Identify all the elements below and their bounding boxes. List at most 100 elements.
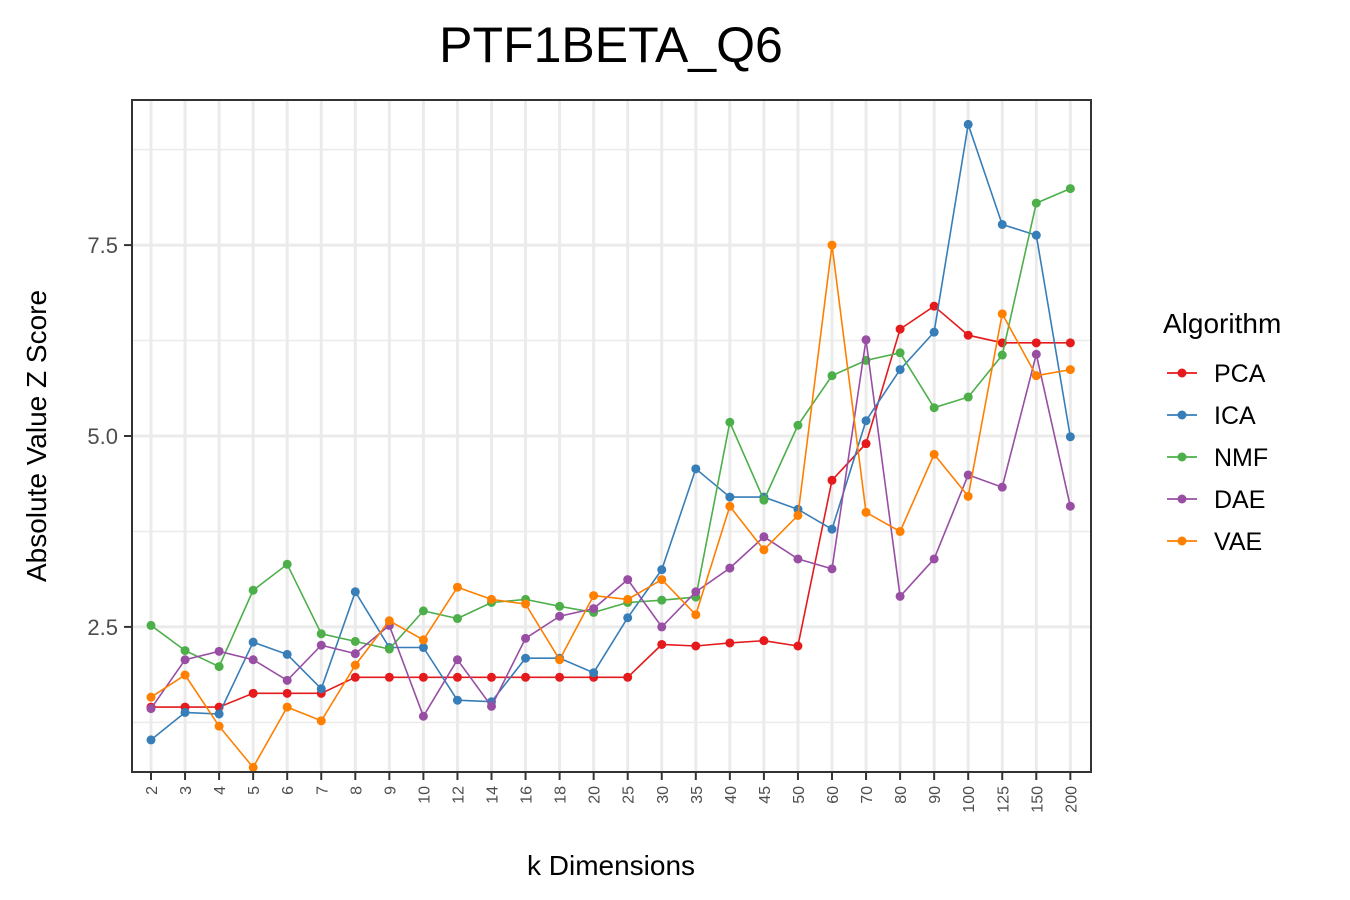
x-tick-label: 18 — [553, 786, 570, 804]
data-point — [350, 672, 360, 682]
data-point — [623, 594, 633, 604]
data-point — [487, 701, 496, 711]
data-point — [452, 582, 462, 592]
data-point — [316, 640, 326, 650]
data-point — [521, 599, 531, 609]
data-point — [521, 633, 531, 643]
data-point — [861, 507, 871, 517]
data-point — [248, 637, 258, 647]
data-point — [895, 591, 905, 601]
x-tick-label: 25 — [621, 786, 638, 804]
legend-key-point — [1177, 410, 1187, 420]
data-point — [759, 532, 769, 542]
data-point — [521, 653, 531, 663]
data-point — [929, 554, 939, 564]
x-tick-label: 50 — [791, 786, 808, 804]
data-point — [282, 688, 292, 698]
legend: Algorithm PCA ICA NMF DAE VAE — [1163, 308, 1281, 556]
data-point — [861, 335, 871, 345]
data-point — [963, 330, 973, 340]
x-tick-label: 200 — [1063, 786, 1080, 813]
data-point — [997, 350, 1007, 360]
data-point — [759, 545, 769, 555]
data-point — [350, 636, 360, 646]
y-tick-label: 7.5 — [87, 233, 118, 258]
data-point — [146, 704, 156, 714]
data-point — [1065, 365, 1075, 375]
data-point — [384, 616, 394, 626]
data-point — [589, 604, 599, 614]
data-point — [895, 526, 905, 536]
data-point — [282, 675, 292, 685]
data-point — [521, 672, 531, 682]
data-point — [759, 495, 769, 505]
data-point — [214, 662, 224, 672]
data-point — [623, 575, 633, 585]
data-point — [895, 348, 905, 358]
data-point — [1031, 198, 1041, 208]
x-tick-label: 80 — [893, 786, 910, 804]
legend-item-ica: ICA — [1167, 402, 1256, 430]
data-point — [418, 672, 428, 682]
x-tick-label: 125 — [995, 786, 1012, 813]
data-point — [418, 635, 428, 645]
data-point — [759, 636, 769, 646]
x-tick-label: 100 — [961, 786, 978, 813]
x-tick-label: 70 — [859, 786, 876, 804]
data-point — [282, 702, 292, 712]
x-tick-label: 12 — [450, 786, 467, 804]
x-tick-label: 9 — [382, 786, 399, 795]
legend-item-dae: DAE — [1167, 486, 1265, 514]
x-axis-title: k Dimensions — [527, 850, 695, 881]
data-point — [452, 655, 462, 665]
data-point — [691, 464, 701, 474]
data-point — [827, 524, 837, 534]
data-point — [963, 392, 973, 402]
data-point — [248, 585, 258, 595]
data-point — [827, 564, 837, 574]
data-point — [180, 670, 190, 680]
data-point — [180, 655, 190, 665]
data-point — [1065, 338, 1075, 348]
data-point — [895, 365, 905, 375]
data-point — [316, 629, 326, 639]
data-point — [725, 501, 735, 511]
chart-title: PTF1BETA_Q6 — [439, 17, 783, 73]
series-dae — [146, 335, 1075, 721]
data-point — [657, 565, 667, 575]
data-point — [146, 620, 156, 630]
x-tick-label: 60 — [825, 786, 842, 804]
legend-label: VAE — [1214, 528, 1262, 556]
data-point — [1065, 184, 1075, 194]
data-point — [282, 649, 292, 659]
data-point — [827, 475, 837, 485]
data-point — [793, 510, 803, 520]
data-point — [793, 641, 803, 651]
data-point — [657, 639, 667, 649]
x-tick-label: 20 — [587, 786, 604, 804]
data-point — [452, 672, 462, 682]
data-point — [861, 439, 871, 449]
legend-label: ICA — [1214, 402, 1256, 430]
data-point — [827, 371, 837, 381]
legend-label: NMF — [1214, 444, 1268, 472]
data-point — [997, 219, 1007, 229]
legend-key-point — [1177, 368, 1187, 378]
data-point — [180, 646, 190, 656]
data-point — [555, 611, 565, 621]
data-point — [929, 403, 939, 413]
series-line-pca — [151, 305, 1071, 708]
data-point — [691, 587, 701, 597]
data-point — [452, 695, 462, 705]
data-point — [1031, 230, 1041, 240]
data-point — [384, 644, 394, 654]
legend-key-point — [1177, 452, 1187, 462]
data-point — [487, 594, 496, 604]
series-line-nmf — [150, 187, 1071, 668]
legend-label: PCA — [1214, 360, 1266, 388]
data-point — [248, 655, 258, 665]
data-point — [418, 711, 428, 721]
x-axis: 2 3 4 5 6 7 8 9 10 12 14 16 18 20 25 30 35 40 45 50 60 70 80 90… — [144, 772, 1080, 813]
